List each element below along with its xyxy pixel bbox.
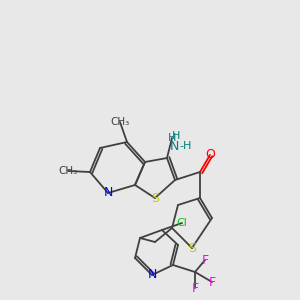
Text: S: S xyxy=(188,242,196,254)
Text: O: O xyxy=(205,148,215,161)
Text: H: H xyxy=(168,133,176,143)
Text: CH₃: CH₃ xyxy=(58,166,78,176)
Text: S: S xyxy=(151,191,159,205)
Text: CH₃: CH₃ xyxy=(110,117,130,127)
Text: Cl: Cl xyxy=(177,218,188,228)
Text: H: H xyxy=(172,131,180,141)
Text: F: F xyxy=(201,254,208,266)
Text: N: N xyxy=(103,187,113,200)
Text: -H: -H xyxy=(180,141,192,151)
Text: F: F xyxy=(191,281,199,295)
Text: N: N xyxy=(147,268,157,281)
Text: F: F xyxy=(208,275,216,289)
Text: N: N xyxy=(169,140,179,152)
